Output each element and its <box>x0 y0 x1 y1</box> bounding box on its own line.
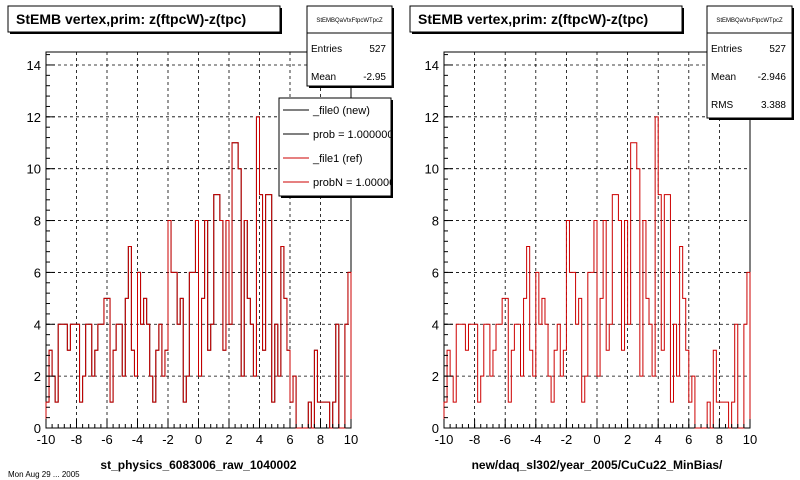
stats-rms-value: 3.388 <box>761 100 786 111</box>
y-tick-label: 6 <box>34 265 41 280</box>
x-tick-label: -10 <box>435 432 454 447</box>
x-tick-label: 0 <box>593 432 600 447</box>
histogram-series-1 <box>443 116 751 429</box>
x-tick-label: -8 <box>71 432 83 447</box>
footer-text: Mon Aug 29 ... 2005 <box>8 470 80 479</box>
stats-entries-label: Entries <box>311 44 342 55</box>
y-tick-label: 0 <box>34 421 41 436</box>
stats-entries-label: Entries <box>711 44 742 55</box>
y-tick-label: 8 <box>432 214 439 229</box>
legend-entry: _file1 (ref) <box>312 153 363 165</box>
title-box <box>409 5 683 33</box>
y-tick-label: 14 <box>27 58 41 73</box>
x-tick-label: 6 <box>286 432 293 447</box>
stats-title: StEMBQaVtxFtpcWTpcZ <box>316 18 383 24</box>
chart-title: StEMB vertex,prim: z(ftpcW)-z(tpc) <box>16 11 246 27</box>
x-tick-label: 6 <box>685 432 692 447</box>
x-tick-label: 2 <box>624 432 631 447</box>
stats-entries-value: 527 <box>369 44 386 55</box>
x-axis-label: st_physics_6083006_raw_1040002 <box>100 458 296 472</box>
stats-rms-label: RMS <box>711 100 734 111</box>
title-box <box>7 5 281 33</box>
y-tick-label: 6 <box>432 265 439 280</box>
stats-mean-value: -2.946 <box>758 72 787 83</box>
x-tick-label: -6 <box>101 432 113 447</box>
y-tick-label: 12 <box>425 110 439 125</box>
y-tick-label: 8 <box>34 214 41 229</box>
x-tick-label: -10 <box>37 432 56 447</box>
legend-entry: probN = 1.000000 <box>313 177 401 189</box>
chart-panel-2: -10 -8 -6 -4 -2 0 2 4 6 8 10 0 2 4 6 8 10 12 14 new/daq_sl3… <box>409 5 794 472</box>
legend-entries: _file0 (new) prob = 1.000000 _file1 (ref) p… <box>283 105 401 189</box>
y-tick-label: 14 <box>425 58 439 73</box>
legend-entry: _file0 (new) <box>312 105 370 117</box>
y-tick-label: 4 <box>34 317 41 332</box>
x-tick-label: -4 <box>132 432 144 447</box>
y-tick-label: 2 <box>432 369 439 384</box>
x-tick-label: 4 <box>655 432 662 447</box>
x-tick-label: 4 <box>256 432 263 447</box>
stats-entries-value: 527 <box>769 44 786 55</box>
y-tick-label: 12 <box>27 110 41 125</box>
y-tick-label: 0 <box>432 421 439 436</box>
y-tick-label: 10 <box>27 162 41 177</box>
x-tick-label: -8 <box>469 432 481 447</box>
x-tick-label: 0 <box>195 432 202 447</box>
y-tick-label: 10 <box>425 162 439 177</box>
x-axis-label: new/daq_sl302/year_2005/CuCu22_MinBias/ <box>472 458 723 472</box>
legend-entry: prob = 1.000000 <box>313 129 393 141</box>
legend-box <box>278 97 392 197</box>
x-tick-label: 8 <box>716 432 723 447</box>
stats-mean-label: Mean <box>311 72 336 83</box>
y-tick-label: 2 <box>34 369 41 384</box>
stats-mean-value: -2.95 <box>363 72 386 83</box>
stats-title: StEMBQaVtxFtpcWTpcZ <box>716 18 783 24</box>
x-tick-label: -2 <box>162 432 174 447</box>
stats-mean-label: Mean <box>711 72 736 83</box>
x-tick-label: -4 <box>530 432 542 447</box>
stats-box <box>306 5 393 87</box>
stats-box <box>706 5 793 119</box>
y-tick-label: 4 <box>432 317 439 332</box>
x-tick-label: -6 <box>499 432 511 447</box>
chart-panel-1: -10 -8 -6 -4 -2 0 2 4 6 8 10 0 2 4 6 8 10 12 14 st_physics_… <box>7 5 401 472</box>
x-tick-label: 2 <box>225 432 232 447</box>
x-tick-label: -2 <box>561 432 573 447</box>
x-tick-label: 10 <box>344 432 358 447</box>
histogram-series-2 <box>45 116 352 429</box>
chart-title: StEMB vertex,prim: z(ftpcW)-z(tpc) <box>418 11 648 27</box>
x-tick-label: 10 <box>743 432 757 447</box>
x-tick-label: 8 <box>317 432 324 447</box>
